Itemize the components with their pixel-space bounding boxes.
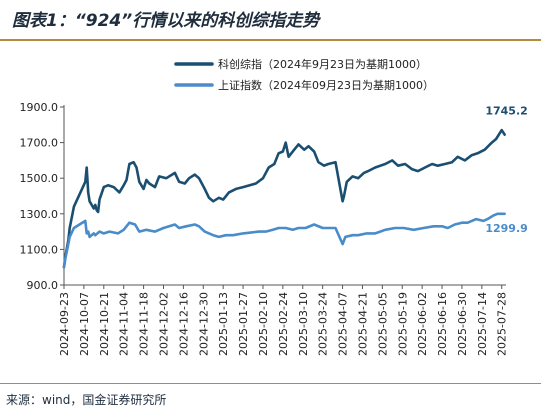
x-tick-label: 2025-05-05 bbox=[376, 292, 389, 356]
x-tick-label: 2025-06-16 bbox=[436, 292, 449, 356]
series-line-2 bbox=[62, 212, 506, 269]
y-tick-label: 1700.0 bbox=[20, 137, 59, 150]
chart-title: 图表1：“924”行情以来的科创综指走势 bbox=[12, 11, 320, 31]
y-tick-label: 900.0 bbox=[27, 279, 59, 292]
x-tick-label: 2025-06-02 bbox=[416, 292, 429, 356]
end-label-series-2: 1299.9 bbox=[485, 222, 527, 235]
x-tick-label: 2025-02-10 bbox=[257, 292, 270, 356]
x-tick-label: 2025-07-14 bbox=[476, 292, 489, 356]
line-chart: 科创综指（2024年9月23日为基期1000） 上证指数（2024年09月23日为… bbox=[20, 57, 528, 356]
x-tick-label: 2024-12-16 bbox=[177, 292, 190, 356]
x-tick-label: 2025-01-27 bbox=[237, 292, 250, 356]
y-tick-label: 1100.0 bbox=[20, 243, 59, 256]
x-tick-label: 2025-03-24 bbox=[317, 292, 330, 356]
x-tick-label: 2025-04-21 bbox=[356, 292, 369, 356]
x-tick-label: 2025-02-24 bbox=[277, 292, 290, 356]
end-labels: 1745.2 1299.9 bbox=[485, 105, 527, 235]
source-divider bbox=[0, 383, 541, 384]
x-tick-label: 2024-12-02 bbox=[157, 292, 170, 356]
legend: 科创综指（2024年9月23日为基期1000） 上证指数（2024年09月23日为… bbox=[174, 57, 434, 92]
x-tick-label: 2025-06-30 bbox=[456, 292, 469, 356]
source-note: 来源：wind，国金证券研究所 bbox=[6, 393, 167, 407]
legend-label-1: 科创综指（2024年9月23日为基期1000） bbox=[218, 57, 427, 71]
x-tick-label: 2024-11-04 bbox=[118, 292, 131, 356]
x-tick-label: 2025-07-28 bbox=[496, 292, 509, 356]
x-tick-label: 2024-09-23 bbox=[58, 292, 71, 356]
title-divider bbox=[0, 39, 541, 41]
x-tick-label: 2024-11-18 bbox=[138, 292, 151, 356]
x-tick-label: 2025-04-07 bbox=[337, 292, 350, 356]
title-bar: 图表1：“924”行情以来的科创综指走势 bbox=[0, 0, 541, 41]
y-tick-label: 1900.0 bbox=[20, 101, 59, 114]
x-tick-label: 2025-01-13 bbox=[217, 292, 230, 356]
y-tick-label: 1300.0 bbox=[20, 208, 59, 221]
series-lines bbox=[62, 128, 506, 269]
legend-label-2: 上证指数（2024年09月23日为基期1000） bbox=[218, 78, 434, 92]
series-line-1 bbox=[62, 128, 506, 269]
end-label-series-1: 1745.2 bbox=[485, 105, 527, 118]
y-tick-label: 1500.0 bbox=[20, 172, 59, 185]
x-tick-label: 2024-10-21 bbox=[98, 292, 111, 356]
x-tick-label: 2024-10-07 bbox=[78, 292, 91, 356]
x-tick-label: 2024-12-30 bbox=[197, 292, 210, 356]
x-tick-label: 2025-03-10 bbox=[297, 292, 310, 356]
x-tick-label: 2025-05-19 bbox=[396, 292, 409, 356]
axes: 900.0 1100.0 1300.0 1500.0 1700.0 1900.0 2024-… bbox=[20, 101, 509, 356]
